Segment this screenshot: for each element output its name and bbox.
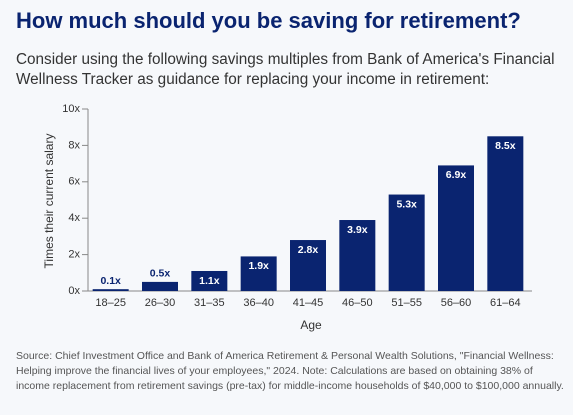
x-tick-label: 56–60 <box>441 297 472 309</box>
value-label: 0.1x <box>100 275 121 287</box>
y-axis-label: Times their current salary <box>42 134 56 269</box>
title: How much should you be saving for retire… <box>16 8 521 33</box>
y-tick-label: 8x <box>68 139 80 151</box>
value-label: 6.9x <box>446 169 467 181</box>
bar <box>438 165 474 291</box>
y-tick-label: 0x <box>68 285 80 297</box>
x-tick-label: 51–55 <box>391 297 422 309</box>
value-label: 3.9x <box>347 224 368 236</box>
bar <box>240 256 277 291</box>
x-tick-label: 26–30 <box>145 297 176 309</box>
bar <box>388 194 425 291</box>
y-tick-label: 6x <box>68 176 80 188</box>
x-tick-label: 46–50 <box>342 297 373 309</box>
value-label: 0.5x <box>150 268 171 280</box>
y-tick-label: 10x <box>62 103 80 115</box>
bar <box>92 289 129 291</box>
value-label: 1.9x <box>248 260 269 272</box>
source-note: Source: Chief Investment Office and Bank… <box>16 350 564 392</box>
x-tick-label: 61–64 <box>490 297 521 309</box>
bar <box>339 220 376 291</box>
chart: Times their current salary Age 0x 2x 4x 6x 8… <box>42 103 532 332</box>
x-tick-label: 31–35 <box>194 297 225 309</box>
x-axis-label: Age <box>300 318 322 332</box>
bar <box>191 270 228 291</box>
x-tick-label: 41–45 <box>293 297 324 309</box>
subtitle: Consider using the following savings mul… <box>16 51 555 88</box>
bar <box>142 281 178 291</box>
y-tick-label: 2x <box>68 249 80 261</box>
value-label: 1.1x <box>199 275 220 287</box>
x-tick-label: 18–25 <box>95 297 126 309</box>
value-label: 2.8x <box>298 244 319 256</box>
value-label: 5.3x <box>396 198 417 210</box>
y-tick-label: 4x <box>68 212 80 224</box>
x-tick-label: 36–40 <box>243 297 274 309</box>
bar <box>290 240 326 291</box>
value-label: 8.5x <box>495 140 516 152</box>
bar <box>487 136 524 291</box>
